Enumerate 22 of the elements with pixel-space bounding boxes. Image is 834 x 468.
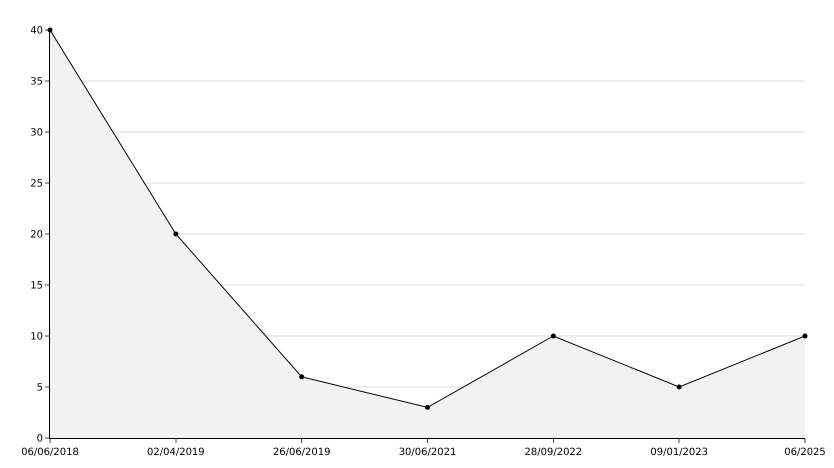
point [173, 232, 178, 236]
x-tick-label: 09/01/2023 [650, 447, 708, 458]
y-tick-label: 5 [36, 382, 43, 394]
x-tick-label: 06/06/2018 [21, 447, 79, 458]
point [299, 374, 304, 380]
y-tick-label: 15 [30, 280, 43, 292]
y-tick-label: 0 [36, 434, 43, 444]
point [676, 384, 682, 390]
x-tick-label: 28/09/2022 [524, 447, 582, 458]
point [550, 334, 556, 338]
point [802, 334, 808, 338]
x-tick-label: 02/04/2019 [147, 447, 205, 458]
y-tick-label: 20 [30, 230, 43, 240]
y-tick-label: 30 [30, 128, 43, 138]
x-tick-label: 26/06/2019 [272, 447, 330, 458]
x-tick-label: 06/2025 [784, 447, 826, 458]
y-tick-label: 10 [30, 332, 43, 342]
point [425, 404, 430, 410]
y-tick-label: 40 [30, 26, 43, 36]
y-tick-label: 25 [30, 178, 43, 190]
x-tick-label: 30/06/2021 [398, 447, 456, 458]
y-tick-label: 35 [30, 76, 43, 88]
